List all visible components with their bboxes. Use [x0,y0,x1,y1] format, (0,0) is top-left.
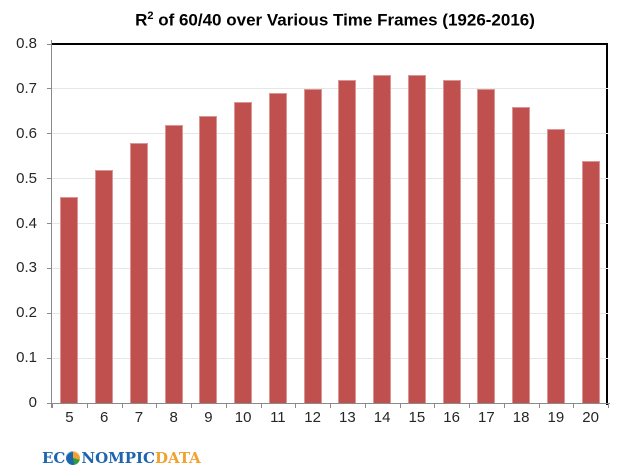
y-tick-label: 0.2 [16,304,37,322]
bar-14 [373,75,391,403]
bar-19 [547,129,565,403]
gridline [52,88,608,90]
plot-border-top [52,43,608,45]
x-tick-mark [191,403,192,408]
y-tick-mark [47,178,52,180]
x-tick-label: 11 [270,409,286,426]
plot-border-right [606,43,608,405]
chart-title: R2 of 60/40 over Various Time Frames (19… [52,10,618,31]
x-tick-mark [503,403,505,408]
y-tick-mark [47,267,52,269]
bar-17 [477,89,495,403]
y-tick-mark [47,223,52,224]
y-tick-mark [47,88,52,90]
x-tick-mark [469,403,470,408]
x-tick-mark [573,403,575,408]
x-tick-label: 18 [512,409,530,426]
bar-9 [199,116,217,403]
y-tick-label: 0.4 [16,214,37,232]
gridline [52,267,608,269]
x-tick-mark [52,403,53,408]
globe-pie-icon [66,450,81,465]
x-tick-label: 17 [478,409,495,426]
x-tick-label: 20 [582,409,599,426]
x-tick-mark [608,403,609,408]
y-tick-mark [47,133,52,135]
x-tick-mark [86,403,88,408]
gridline [52,357,608,359]
x-tick-label: 5 [65,409,74,426]
x-tick-mark [364,403,366,408]
econompic-logo: EC NOMPIC DATA [42,448,201,467]
bar-6 [95,170,113,403]
plot-area [52,44,608,403]
bar-10 [234,102,252,403]
logo-text-ec: EC [42,448,66,467]
bar-16 [443,80,461,403]
x-tick-mark [156,403,158,408]
logo-text-nompic: NOMPIC [81,448,155,467]
y-tick-label: 0.6 [16,124,37,142]
y-tick-label: 0.1 [16,349,37,367]
x-tick-label: 8 [169,409,178,426]
bar-7 [130,143,148,403]
x-tick-label: 12 [304,409,321,426]
y-tick-mark [47,357,52,359]
bar-13 [338,80,356,403]
bar-12 [304,89,322,403]
x-tick-mark [260,403,262,408]
chart-title-superscript: 2 [147,10,154,22]
x-tick-mark [330,403,331,408]
bar-5 [60,197,78,403]
gridline [52,223,608,224]
y-tick-label: 0.5 [16,169,37,187]
x-tick-label: 6 [99,409,109,426]
y-tick-mark [47,43,52,45]
x-tick-mark [434,403,436,408]
x-tick-label: 19 [547,409,565,426]
gridline [52,178,608,180]
x-tick-mark [295,403,297,408]
bar-8 [165,125,183,403]
bar-15 [408,75,426,403]
x-tick-label: 10 [234,409,252,426]
gridline [52,133,608,135]
x-tick-label: 14 [373,409,391,426]
x-tick-label: 13 [339,409,356,426]
logo-text-data: DATA [155,448,201,467]
chart-title-rest: of 60/40 over Various Time Frames (1926-… [153,10,535,30]
y-tick-label: 0.3 [16,259,37,277]
bar-11 [269,93,287,403]
x-tick-mark [399,403,401,408]
x-tick-mark [121,403,123,408]
x-tick-label: 9 [204,409,213,426]
gridline [52,312,608,314]
x-tick-mark [538,403,540,408]
x-tick-label: 15 [408,409,426,426]
y-tick-mark [47,312,52,314]
y-tick-label: 0.7 [16,79,37,97]
y-tick-label: 0 [28,394,37,411]
bar-18 [512,107,530,403]
bar-20 [582,161,600,403]
y-axis-line [51,40,52,408]
x-tick-mark [225,403,227,408]
chart-title-base: R [135,10,148,30]
y-tick-mark [47,402,52,404]
x-tick-label: 7 [134,409,144,426]
y-tick-label: 0.8 [16,35,37,52]
x-tick-label: 16 [443,409,460,426]
